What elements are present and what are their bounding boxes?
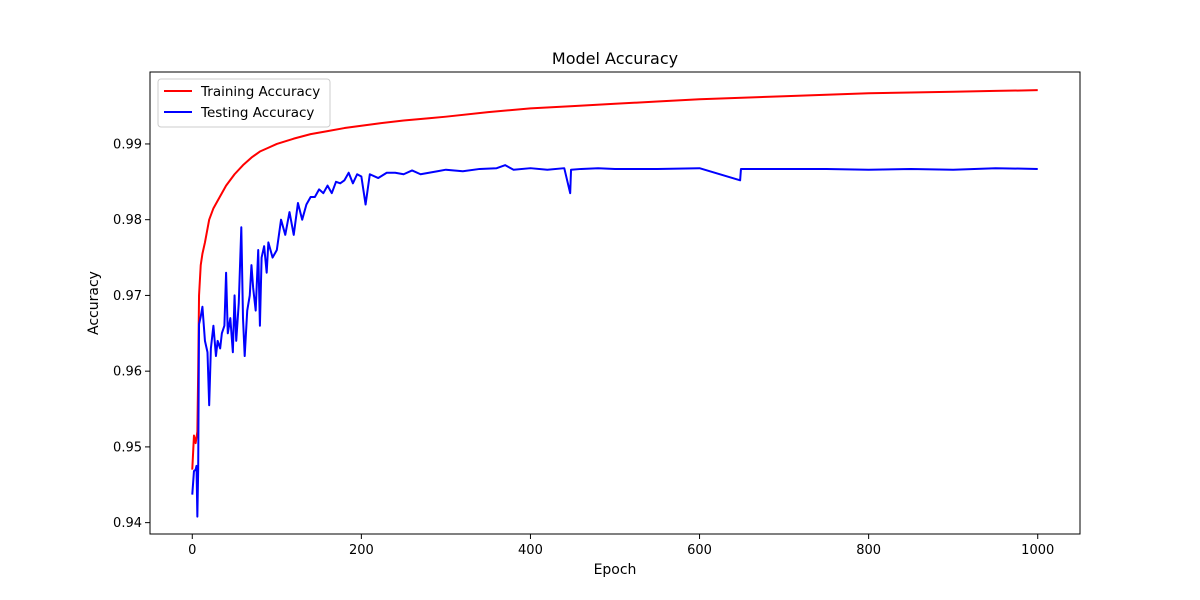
y-tick-label: 0.98 xyxy=(113,213,142,228)
y-axis-label: Accuracy xyxy=(86,271,102,335)
legend-box xyxy=(157,78,331,128)
legend: Training Accuracy Testing Accuracy xyxy=(157,78,331,128)
x-tick-label: 1000 xyxy=(1021,543,1054,558)
series-line-testing-accuracy xyxy=(191,164,1038,518)
x-tick-label: 400 xyxy=(518,543,543,558)
axes: 0 200 400 600 800 1000 0.94 0.95 0.96 0.97 0.98 0.9… xyxy=(113,71,1081,558)
plot-area xyxy=(191,89,1038,518)
y-tick-label: 0.96 xyxy=(113,365,142,380)
x-tick-label: 0 xyxy=(188,543,196,558)
y-tick-label: 0.99 xyxy=(113,137,142,152)
chart-title: Model Accuracy xyxy=(552,49,678,68)
legend-label: Training Accuracy xyxy=(200,84,320,100)
series-line-training-accuracy xyxy=(191,89,1038,470)
x-tick-label: 200 xyxy=(349,543,374,558)
axes-frame xyxy=(149,71,1081,535)
y-tick-label: 0.94 xyxy=(113,516,142,531)
x-tick-label: 600 xyxy=(687,543,712,558)
x-tick-label: 800 xyxy=(856,543,881,558)
legend-label: Testing Accuracy xyxy=(200,105,314,121)
y-tick-label: 0.97 xyxy=(113,289,142,304)
x-axis-label: Epoch xyxy=(594,562,637,578)
y-tick-label: 0.95 xyxy=(113,440,142,455)
